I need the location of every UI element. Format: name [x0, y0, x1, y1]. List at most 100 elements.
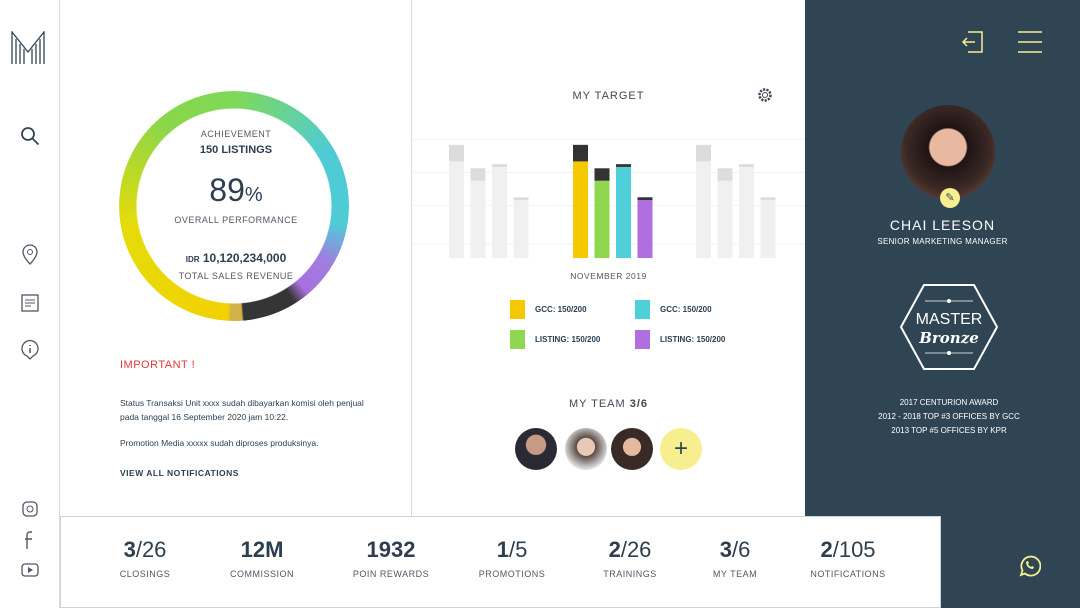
menu-icon[interactable]: [1018, 30, 1042, 54]
search-icon[interactable]: [18, 124, 42, 148]
stat-value: 3/26: [123, 537, 167, 562]
performance-label: OVERALL PERFORMANCE: [174, 215, 298, 225]
bar-remaining: [594, 168, 610, 181]
location-pin-icon[interactable]: [18, 243, 42, 267]
bar-achieved: [492, 166, 507, 258]
target-panel: MY TARGET NOVEMBER 2019 GCC: 150/200 GCC:…: [412, 0, 805, 516]
legend-swatch: [510, 330, 525, 349]
stat-label: CLOSINGS: [119, 569, 171, 579]
info-icon[interactable]: [18, 338, 42, 362]
revenue-value: IDR 10,120,234,000: [185, 251, 287, 265]
target-title: MY TARGET: [572, 90, 645, 102]
chart-month-label: NOVEMBER 2019: [570, 271, 647, 281]
important-title: IMPORTANT !: [120, 359, 196, 371]
profile-panel: ✎ CHAI LEESON SENIOR MARKETING MANAGER M…: [805, 0, 1080, 608]
stats-bar: 3/26 CLOSINGS 12M COMMISSION 1932 POIN REWARD…: [60, 516, 941, 608]
bar-achieved: [739, 166, 754, 258]
stat-notifications[interactable]: 2/105 NOTIFICATIONS: [788, 537, 908, 579]
legend-swatch: [635, 300, 650, 319]
stat-poin-rewards[interactable]: 1932 POIN REWARDS: [331, 537, 451, 579]
stat-commission[interactable]: 12M COMMISSION: [202, 537, 322, 579]
bar-remaining: [470, 168, 486, 181]
add-team-member-button[interactable]: +: [660, 428, 702, 470]
bar-remaining: [760, 197, 776, 201]
achievement-label: ACHIEVEMENT: [200, 129, 272, 139]
edit-pencil-icon[interactable]: ✎: [940, 188, 960, 208]
notification-item: Promotion Media xxxxx sudah diproses pro…: [120, 438, 319, 448]
profile-name: CHAI LEESON: [889, 217, 996, 233]
badge-title: MASTER: [915, 311, 983, 328]
stat-closings[interactable]: 3/26 CLOSINGS: [85, 537, 205, 579]
notification-item: Status Transaksi Unit xxxx sudah dibayar…: [120, 398, 364, 422]
achievement-listings: 150 LISTINGS: [199, 144, 273, 156]
stat-label: NOTIFICATIONS: [810, 569, 886, 579]
legend-item: LISTING: 150/200: [635, 330, 725, 349]
settings-gear-icon[interactable]: [757, 87, 773, 103]
stat-value: 1932: [366, 537, 416, 562]
stat-label: TRAININGS: [603, 569, 657, 579]
stat-label: COMMISSION: [229, 569, 294, 579]
profile-role: SENIOR MARKETING MANAGER: [877, 237, 1008, 246]
whatsapp-icon[interactable]: [1017, 554, 1041, 578]
team-count: 3/6: [629, 398, 649, 410]
bar-achieved: [449, 161, 464, 258]
view-all-notifications-link[interactable]: VIEW ALL NOTIFICATIONS: [120, 468, 239, 478]
stat-value: 12M: [240, 537, 284, 562]
team-member-avatar[interactable]: [565, 428, 607, 470]
bar-achieved: [717, 180, 733, 258]
bar-achieved: [760, 200, 776, 258]
stat-divider: /: [832, 537, 839, 562]
instagram-icon[interactable]: [18, 497, 42, 521]
badge-level: Bronze: [919, 329, 979, 347]
youtube-icon[interactable]: [18, 558, 42, 582]
bar-remaining: [573, 144, 588, 162]
legend-item: GCC: 150/200: [635, 300, 712, 319]
stat-label: PROMOTIONS: [478, 569, 546, 579]
stat-label: MY TEAM: [712, 569, 758, 579]
document-icon[interactable]: [18, 291, 42, 315]
stat-value: 3/6: [719, 537, 751, 562]
bar-achieved: [513, 200, 529, 258]
stat-trainings[interactable]: 2/26 TRAININGS: [570, 537, 690, 579]
stat-my-team[interactable]: 3/6 MY TEAM: [675, 537, 795, 579]
logout-icon[interactable]: [960, 30, 984, 54]
team-member-avatar[interactable]: [611, 428, 653, 470]
achievement-ring: [119, 91, 349, 321]
bar-remaining: [513, 197, 529, 201]
stat-divider: /: [731, 537, 739, 562]
master-bronze-badge: [899, 284, 999, 370]
bar-remaining: [449, 144, 464, 162]
stat-value: 2/26: [608, 537, 652, 562]
achievement-panel: ACHIEVEMENT 150 LISTINGS 89% OVERALL PER…: [60, 0, 412, 516]
performance-percent: 89%: [209, 172, 263, 208]
stat-divider: /: [135, 537, 142, 562]
stat-divider: /: [620, 537, 627, 562]
my-team-label: MY TEAM 3/6: [568, 398, 649, 410]
bar-achieved: [594, 180, 610, 258]
award-item: 2017 CENTURION AWARD: [899, 398, 999, 407]
stat-promotions[interactable]: 1/5 PROMOTIONS: [452, 537, 572, 579]
logo[interactable]: [11, 31, 45, 65]
award-item: 2013 TOP #5 OFFICES BY KPR: [891, 426, 1007, 435]
bar-achieved: [616, 166, 631, 258]
bar-achieved: [573, 161, 588, 258]
legend-swatch: [510, 300, 525, 319]
target-chart: [412, 138, 805, 258]
awards-list: 2017 CENTURION AWARD 2012 - 2018 TOP #3 …: [805, 396, 1080, 438]
legend-item: LISTING: 150/200: [510, 330, 600, 349]
bar-achieved: [470, 180, 486, 258]
facebook-icon[interactable]: [18, 528, 42, 552]
legend-item: GCC: 150/200: [510, 300, 587, 319]
bar-achieved: [637, 200, 653, 258]
team-member-avatar[interactable]: [515, 428, 557, 470]
bar-achieved: [696, 161, 711, 258]
bar-remaining: [492, 164, 507, 167]
stat-label: POIN REWARDS: [352, 569, 430, 579]
revenue-label: TOTAL SALES REVENUE: [178, 271, 294, 281]
bar-remaining: [616, 164, 631, 167]
stat-value: 2/105: [820, 537, 876, 562]
profile-avatar[interactable]: [901, 105, 995, 199]
stat-divider: /: [508, 537, 516, 562]
award-item: 2012 - 2018 TOP #3 OFFICES BY GCC: [878, 412, 1020, 421]
stat-value: 1/5: [496, 537, 528, 562]
